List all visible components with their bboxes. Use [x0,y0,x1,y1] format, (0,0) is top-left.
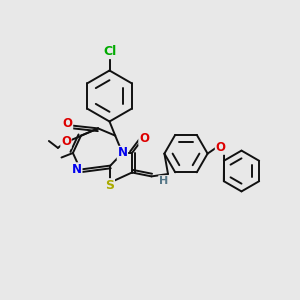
Text: N: N [117,146,128,160]
Text: Cl: Cl [103,45,116,58]
Text: N: N [72,163,82,176]
Text: O: O [62,117,73,130]
Text: O: O [61,135,71,148]
Text: S: S [105,179,114,192]
Text: O: O [215,141,226,154]
Text: H: H [159,176,168,186]
Text: O: O [139,132,149,145]
